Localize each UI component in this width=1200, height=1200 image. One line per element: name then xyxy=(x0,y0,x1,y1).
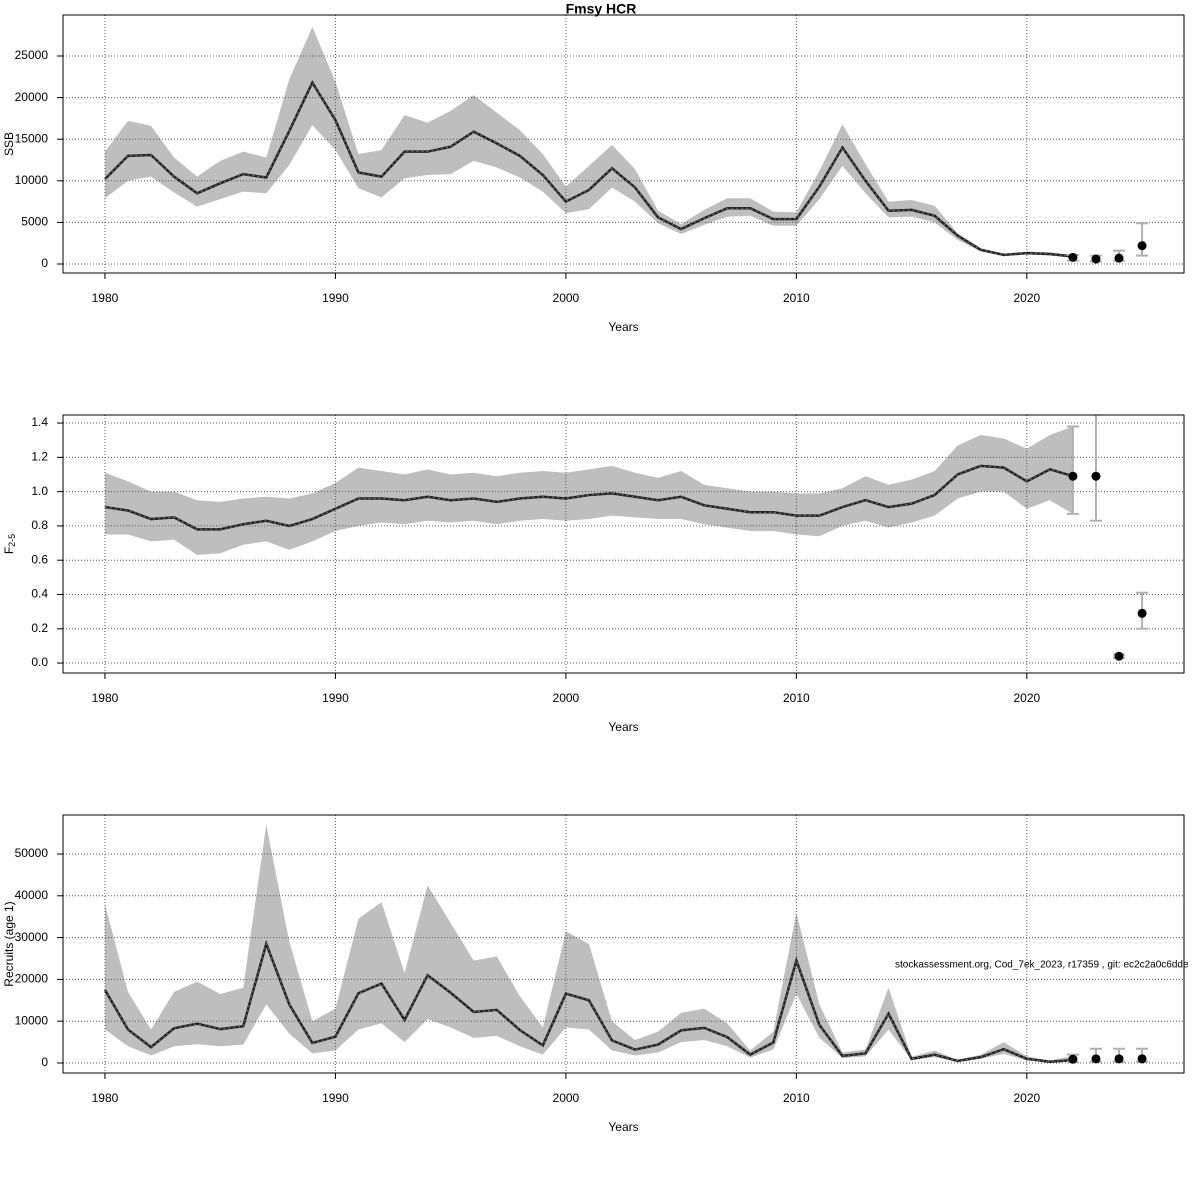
x-axis-label: Years xyxy=(608,1120,638,1134)
estimate-line-dots xyxy=(104,465,1074,530)
forecast-point xyxy=(1091,471,1101,481)
x-tick-label: 1990 xyxy=(322,1091,349,1105)
forecast-point xyxy=(1137,608,1147,618)
forecast-whisker xyxy=(1136,222,1149,257)
x-tick-label: 2020 xyxy=(1013,1091,1040,1105)
y-tick-label: 0.6 xyxy=(31,552,48,566)
x-tick-label: 1980 xyxy=(92,1091,119,1105)
y-axis-label: F2-5 xyxy=(2,534,17,554)
forecast-point xyxy=(1091,1054,1101,1064)
y-tick-label: 0 xyxy=(41,1055,48,1069)
x-axis-label: Years xyxy=(608,720,638,734)
forecast-whisker xyxy=(1066,425,1079,515)
plot-frame xyxy=(62,414,1185,674)
y-tick-label: 0.8 xyxy=(31,518,48,532)
y-axis-label-main: SSB xyxy=(2,132,16,156)
y-tick-label: 1.0 xyxy=(31,484,48,498)
confidence-band xyxy=(104,426,1073,556)
y-tick-label: 1.4 xyxy=(31,415,48,429)
chart-title: Fmsy HCR xyxy=(566,1,637,17)
confidence-band xyxy=(104,26,1073,258)
x-tick-label: 2020 xyxy=(1013,691,1040,705)
plot-frame xyxy=(62,14,1185,274)
annotation: stockassessment.org, Cod_7ek_2023, r1735… xyxy=(895,960,1189,971)
forecast-point xyxy=(1137,241,1147,251)
forecast-point xyxy=(1068,1054,1078,1064)
y-axis-label-subscript: 2-5 xyxy=(7,534,17,547)
confidence-band xyxy=(104,824,1073,1063)
y-axis-label: Recruits (age 1) xyxy=(2,901,16,986)
forecast-point xyxy=(1068,252,1078,262)
y-tick-label: 10000 xyxy=(15,1013,49,1027)
y-tick-label: 20000 xyxy=(15,90,49,104)
forecast-point xyxy=(1068,471,1078,481)
x-tick-label: 2020 xyxy=(1013,291,1040,305)
y-tick-label: 25000 xyxy=(15,48,49,62)
y-axis-label: SSB xyxy=(2,132,16,156)
x-tick-label: 1980 xyxy=(92,291,119,305)
plot-area xyxy=(63,415,1184,673)
y-tick-label: 0.4 xyxy=(31,587,48,601)
y-tick-label: 20000 xyxy=(15,972,49,986)
x-tick-label: 2010 xyxy=(783,691,810,705)
y-tick-label: 10000 xyxy=(15,173,49,187)
y-axis-label-main: Recruits (age 1) xyxy=(2,901,16,986)
plot-frame xyxy=(62,814,1185,1074)
x-axis-label: Years xyxy=(608,320,638,334)
estimate-line-dots xyxy=(104,81,1073,258)
y-tick-label: 0.2 xyxy=(31,621,48,635)
y-tick-label: 0.0 xyxy=(31,655,48,669)
x-tick-label: 2010 xyxy=(783,291,810,305)
forecast-point xyxy=(1137,1054,1147,1064)
forecast-point xyxy=(1114,1054,1124,1064)
y-axis-label-main: F xyxy=(2,547,16,554)
forecast-whisker xyxy=(1089,415,1102,522)
x-tick-label: 2010 xyxy=(783,1091,810,1105)
forecast-point xyxy=(1091,254,1101,264)
forecast-point xyxy=(1114,253,1124,263)
plot-area xyxy=(63,815,1184,1073)
estimate-line-dots xyxy=(104,942,1073,1063)
y-tick-label: 0 xyxy=(41,256,48,270)
x-tick-label: 2000 xyxy=(553,291,580,305)
x-tick-label: 2000 xyxy=(553,1091,580,1105)
x-tick-label: 1980 xyxy=(92,691,119,705)
y-tick-label: 5000 xyxy=(21,215,48,229)
y-tick-label: 50000 xyxy=(15,846,49,860)
y-tick-label: 1.2 xyxy=(31,450,48,464)
forecast-point xyxy=(1114,651,1124,661)
y-tick-label: 40000 xyxy=(15,888,49,902)
plot-area xyxy=(63,15,1184,273)
x-tick-label: 1990 xyxy=(322,691,349,705)
x-tick-label: 1990 xyxy=(322,291,349,305)
y-tick-label: 15000 xyxy=(15,131,49,145)
y-tick-label: 30000 xyxy=(15,930,49,944)
x-tick-label: 2000 xyxy=(553,691,580,705)
